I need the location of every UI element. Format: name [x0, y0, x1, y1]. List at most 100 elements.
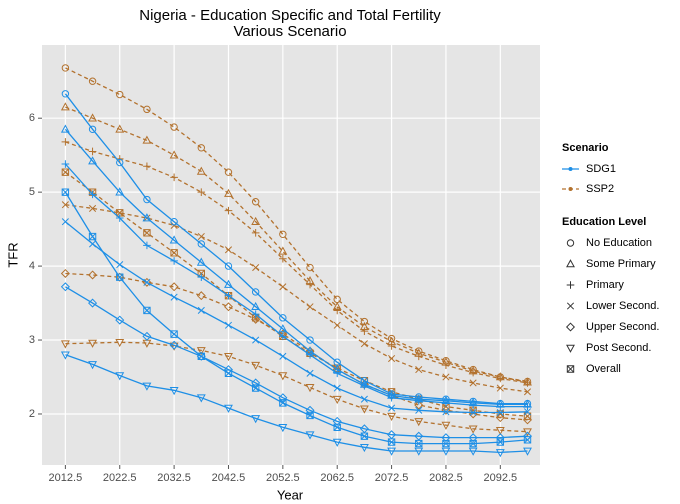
legend-label: Lower Second. — [586, 300, 659, 312]
point-marker — [442, 373, 450, 381]
series — [61, 201, 532, 396]
point-marker — [88, 190, 97, 199]
legend-key-shape — [566, 365, 575, 373]
point-marker — [60, 124, 70, 133]
point-marker — [116, 273, 124, 281]
series — [61, 160, 532, 411]
point-marker — [224, 353, 233, 362]
point-marker — [170, 218, 178, 226]
point-marker — [115, 272, 125, 282]
point-marker — [170, 123, 178, 131]
point-marker — [469, 397, 477, 406]
point-marker — [415, 366, 423, 374]
point-marker — [360, 432, 369, 440]
point-marker — [333, 384, 341, 392]
point-marker — [305, 405, 315, 415]
point-marker — [143, 241, 151, 250]
legend-label: Upper Second. — [586, 321, 659, 333]
point-marker — [332, 395, 342, 405]
series — [61, 218, 532, 417]
point-marker — [224, 246, 233, 254]
series-line — [65, 272, 528, 421]
point-marker — [88, 232, 97, 241]
point-marker — [523, 447, 532, 456]
point-marker — [142, 135, 152, 144]
point-marker — [142, 213, 152, 222]
point-marker — [306, 369, 314, 377]
legend-key-shape — [566, 259, 575, 268]
point-marker — [441, 433, 451, 443]
point-marker — [332, 416, 342, 426]
x-axis-label: Year — [277, 487, 304, 502]
series-line — [65, 67, 528, 383]
point-marker — [468, 433, 478, 443]
point-marker — [88, 125, 97, 133]
point-marker — [414, 396, 423, 405]
point-marker — [88, 298, 98, 308]
point-marker — [88, 156, 98, 165]
series — [61, 138, 532, 387]
point-marker — [60, 268, 70, 278]
point-marker — [305, 431, 315, 440]
point-marker — [116, 209, 124, 217]
point-marker — [496, 374, 505, 383]
x-tick-label: 2042.5 — [212, 472, 246, 484]
series-line — [64, 93, 528, 405]
point-marker — [196, 166, 206, 175]
legend-label: Post Second. — [586, 342, 651, 354]
point-marker — [252, 336, 260, 344]
point-marker — [61, 90, 70, 98]
legend-key-dot — [568, 187, 573, 191]
point-marker — [387, 438, 396, 446]
y-tick-label: 6 — [29, 112, 35, 124]
point-marker — [143, 162, 151, 171]
point-marker — [251, 310, 260, 318]
point-marker — [143, 306, 151, 315]
point-marker — [523, 388, 532, 396]
point-marker — [523, 377, 532, 386]
point-marker — [143, 278, 151, 286]
point-marker — [169, 150, 179, 159]
y-axis-label: TFR — [5, 242, 20, 267]
point-marker — [88, 113, 98, 122]
point-marker — [170, 330, 178, 338]
point-marker — [306, 303, 314, 311]
x-tick-label: 2022.5 — [103, 472, 137, 484]
point-marker — [305, 384, 315, 393]
x-tick-label: 2082.5 — [429, 472, 463, 484]
point-marker — [116, 261, 124, 269]
point-marker — [333, 358, 341, 366]
point-marker — [441, 447, 451, 456]
point-marker — [387, 342, 396, 350]
point-marker — [442, 395, 450, 403]
point-marker — [197, 352, 205, 361]
point-marker — [442, 357, 450, 365]
point-marker — [224, 279, 233, 288]
point-marker — [442, 408, 450, 416]
series-line — [65, 204, 528, 393]
point-marker — [469, 368, 477, 377]
point-marker — [196, 291, 206, 301]
legend-key-shape — [566, 239, 575, 247]
series-line — [65, 106, 528, 383]
point-marker — [415, 406, 423, 414]
point-marker — [279, 352, 287, 360]
y-tick-label: 3 — [29, 334, 35, 346]
series-line — [65, 286, 528, 439]
point-marker — [142, 382, 152, 391]
point-marker — [251, 288, 260, 296]
point-marker — [333, 295, 341, 303]
point-marker — [169, 340, 179, 350]
point-marker — [442, 439, 450, 448]
point-marker — [61, 218, 69, 226]
point-marker — [278, 246, 288, 255]
legend-label: Primary — [586, 279, 624, 291]
y-tick-label: 2 — [29, 408, 35, 420]
point-marker — [469, 379, 477, 387]
point-marker — [496, 402, 505, 411]
point-marker — [279, 230, 287, 238]
point-marker — [523, 408, 532, 416]
point-marker — [61, 188, 70, 196]
x-tick-label: 2062.5 — [320, 472, 354, 484]
legend-label: SSP2 — [586, 183, 614, 195]
